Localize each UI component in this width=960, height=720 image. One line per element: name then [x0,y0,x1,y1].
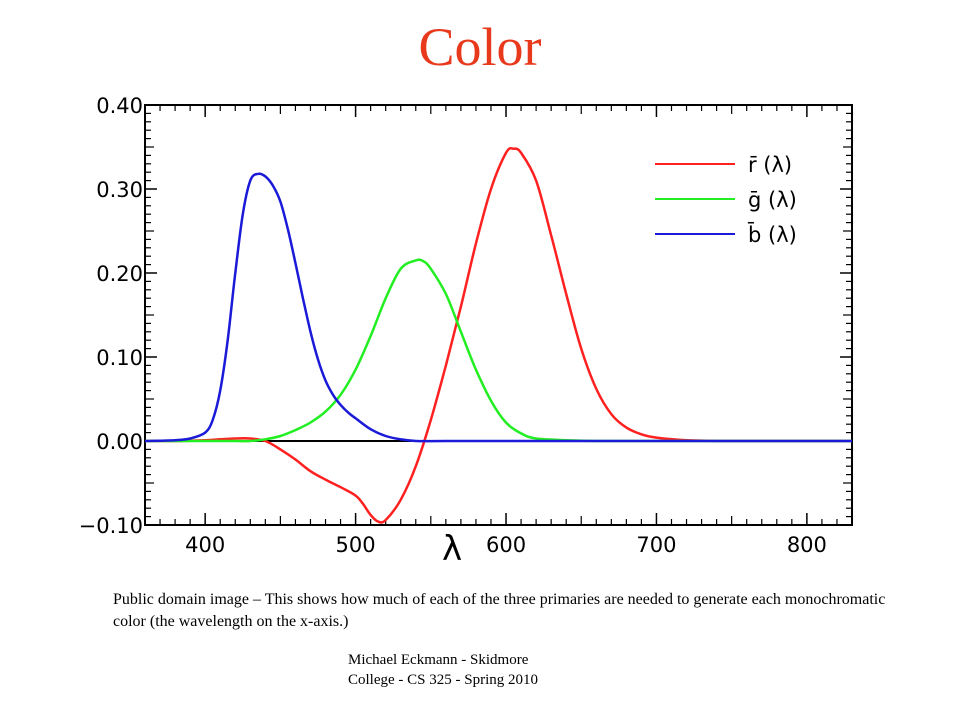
y-tick-label: 0.00 [96,430,143,454]
slide-title: Color [418,17,542,77]
axis-ticks [145,104,853,526]
r-bar-curve [144,147,852,524]
x-tick-label: 500 [336,533,376,557]
legend-r-entry-label: r̄ (λ) [748,153,792,177]
slide-footer: Michael Eckmann - Skidmore College - CS … [348,650,648,690]
footer-course: College - CS 325 - Spring 2010 [348,672,538,688]
x-tick-label: 700 [636,533,676,557]
y-tick-label: 0.30 [96,178,143,202]
x-tick-label: 400 [185,533,225,557]
g-bar-curve [145,258,852,443]
figure-caption: Public domain image – This shows how muc… [113,591,886,630]
x-tick-label: 800 [787,533,827,557]
b-bar-curve [144,172,852,443]
x-tick-label: 600 [486,533,526,557]
legend-g-entry-label: ḡ (λ) [748,188,797,212]
legend-b-entry-label: b̄ (λ) [747,222,797,247]
axis-tick-labels: 400 500 600 700 800 0.40 0.30 0.20 0.10 0.00 −0.10 [79,94,827,557]
chart-legend: r̄ (λ) ḡ (λ) b̄ (λ) [655,153,797,247]
series-lines [144,147,852,524]
y-tick-label: −0.10 [79,514,143,538]
color-matching-chart: 400 500 600 700 800 0.40 0.30 0.20 0.10 0.00 −0.10… [79,94,853,569]
y-tick-label: 0.40 [96,94,143,118]
x-axis-label: λ [442,529,462,569]
y-tick-label: 0.20 [96,262,143,286]
y-tick-label: 0.10 [96,346,143,370]
footer-author: Michael Eckmann - Skidmore [348,652,529,668]
